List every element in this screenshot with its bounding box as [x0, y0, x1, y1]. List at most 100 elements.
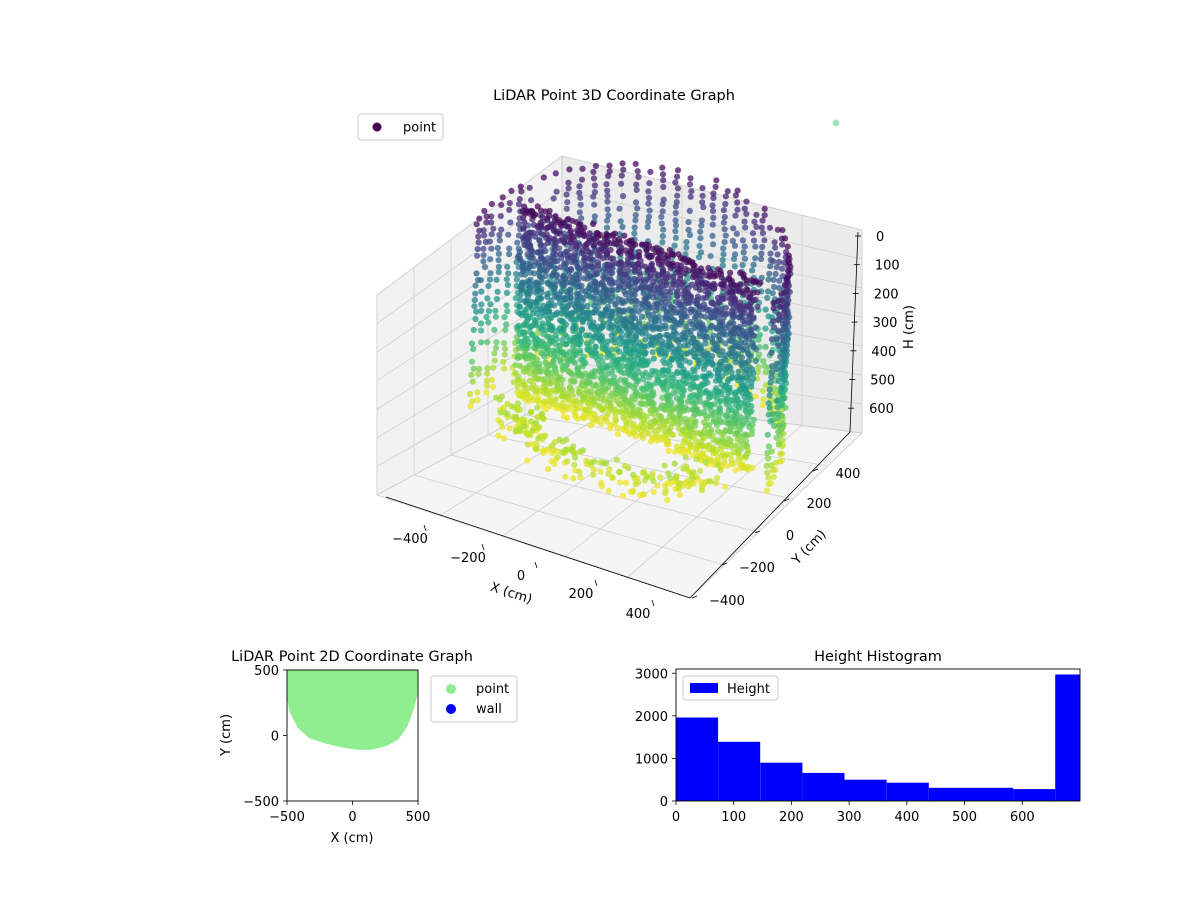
- cloud-point: [680, 387, 687, 394]
- cloud-point: [473, 308, 480, 315]
- histogram-bar: [718, 741, 761, 801]
- cloud-point: [743, 198, 750, 205]
- cloud-point: [527, 418, 535, 425]
- cloud-point: [534, 404, 541, 411]
- cloud-point: [692, 399, 699, 406]
- z-tick-label-3d: 200: [874, 287, 899, 302]
- cloud-point: [493, 394, 500, 401]
- cloud-point: [576, 347, 584, 354]
- cloud-point: [752, 296, 759, 303]
- cloud-point: [546, 309, 553, 316]
- x-tick-label-hist: 300: [837, 810, 862, 825]
- cloud-point: [707, 478, 714, 485]
- cloud-point: [522, 336, 529, 343]
- cloud-point: [769, 467, 776, 474]
- cloud-point: [759, 243, 766, 251]
- cloud-point: [552, 331, 559, 338]
- cloud-point: [733, 442, 740, 449]
- cloud-point: [697, 439, 705, 446]
- y-tick-3d: [812, 468, 819, 472]
- cloud-point: [670, 389, 677, 397]
- cloud-point: [740, 290, 748, 298]
- cloud-point: [573, 402, 580, 409]
- cloud-point: [598, 333, 606, 340]
- cloud-point: [618, 172, 625, 179]
- cloud-point: [557, 402, 564, 409]
- cloud-point: [677, 419, 684, 426]
- cloud-point: [727, 364, 734, 371]
- cloud-point: [506, 425, 513, 432]
- cloud-point: [512, 413, 520, 420]
- cloud-point: [670, 251, 677, 258]
- cloud-point: [629, 261, 637, 268]
- cloud-point: [774, 415, 781, 422]
- cloud-point: [660, 382, 667, 389]
- cloud-point: [710, 241, 717, 248]
- cloud-point: [473, 221, 480, 228]
- cloud-point: [468, 358, 476, 365]
- cloud-point: [484, 339, 491, 346]
- cloud-point: [698, 217, 706, 224]
- cloud-point: [617, 408, 624, 415]
- cloud-point: [707, 456, 714, 463]
- cloud-point: [635, 252, 643, 259]
- cloud-point: [664, 497, 671, 504]
- cloud-point: [642, 350, 649, 357]
- cloud-point: [592, 162, 600, 170]
- cloud-point: [775, 316, 782, 324]
- cloud-point: [544, 349, 551, 356]
- cloud-point: [576, 271, 583, 278]
- cloud-point: [723, 310, 731, 317]
- cloud-point: [470, 346, 477, 353]
- cloud-point: [707, 268, 714, 275]
- cloud-point: [689, 452, 696, 459]
- cloud-point: [632, 212, 639, 219]
- cloud-point: [492, 313, 499, 320]
- cloud-point: [660, 226, 667, 233]
- cloud-point: [650, 278, 657, 286]
- cloud-point: [576, 390, 583, 397]
- cloud-point: [631, 314, 639, 322]
- cloud-point: [515, 322, 522, 329]
- cloud-point: [766, 404, 773, 411]
- cloud-point: [770, 305, 777, 312]
- cloud-point: [713, 385, 720, 392]
- cloud-point: [657, 474, 664, 481]
- cloud-point: [650, 355, 657, 362]
- cloud-point: [721, 239, 728, 246]
- cloud-point: [706, 442, 713, 449]
- cloud-point: [643, 413, 650, 420]
- cloud-point: [674, 167, 682, 174]
- cloud-point: [474, 396, 481, 404]
- cloud-point: [485, 283, 492, 290]
- cloud-point: [697, 235, 704, 242]
- cloud-point: [663, 282, 670, 289]
- cloud-point: [646, 180, 653, 187]
- cloud-point: [516, 362, 524, 369]
- cloud-point: [472, 315, 479, 323]
- cloud-point: [488, 200, 495, 208]
- cloud-point: [685, 439, 692, 447]
- cloud-point: [487, 301, 494, 308]
- cloud-point: [505, 231, 512, 238]
- cloud-point: [630, 308, 638, 316]
- cloud-point: [540, 302, 547, 309]
- cloud-point: [618, 334, 625, 341]
- cloud-point: [512, 361, 519, 368]
- cloud-point: [709, 202, 716, 209]
- cloud-point: [485, 308, 492, 315]
- cloud-point: [501, 409, 508, 416]
- cloud-point: [675, 446, 683, 453]
- cloud-point: [752, 243, 759, 250]
- cloud-point: [521, 219, 528, 226]
- cloud-point: [635, 173, 642, 181]
- cloud-point: [672, 228, 679, 235]
- cloud-point: [614, 383, 622, 390]
- cloud-point: [717, 268, 724, 275]
- cloud-point: [775, 298, 782, 305]
- cloud-point: [631, 346, 638, 353]
- cloud-point: [732, 339, 739, 346]
- cloud-point: [772, 270, 779, 278]
- cloud-point: [621, 395, 628, 402]
- cloud-point: [689, 306, 696, 313]
